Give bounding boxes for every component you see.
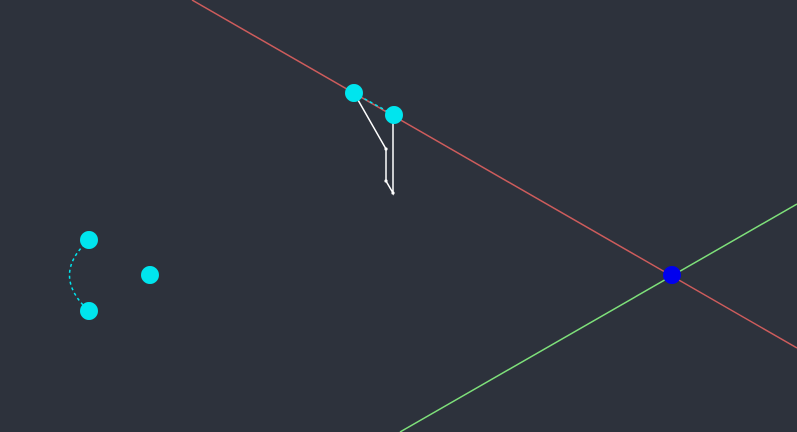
polyline-vertex [384,147,388,151]
selected-arc[interactable] [68,239,90,312]
ucs-origin-marker[interactable] [663,266,681,284]
grip-handle[interactable] [80,231,98,249]
x-axis-line [191,0,797,349]
y-axis-line [399,203,797,432]
grip-handle[interactable] [141,266,159,284]
grip-handle[interactable] [80,302,98,320]
polyline-vertex [391,191,395,195]
polyline-vertex [384,179,388,183]
grip-handle[interactable] [345,84,363,102]
grip-handle[interactable] [385,106,403,124]
